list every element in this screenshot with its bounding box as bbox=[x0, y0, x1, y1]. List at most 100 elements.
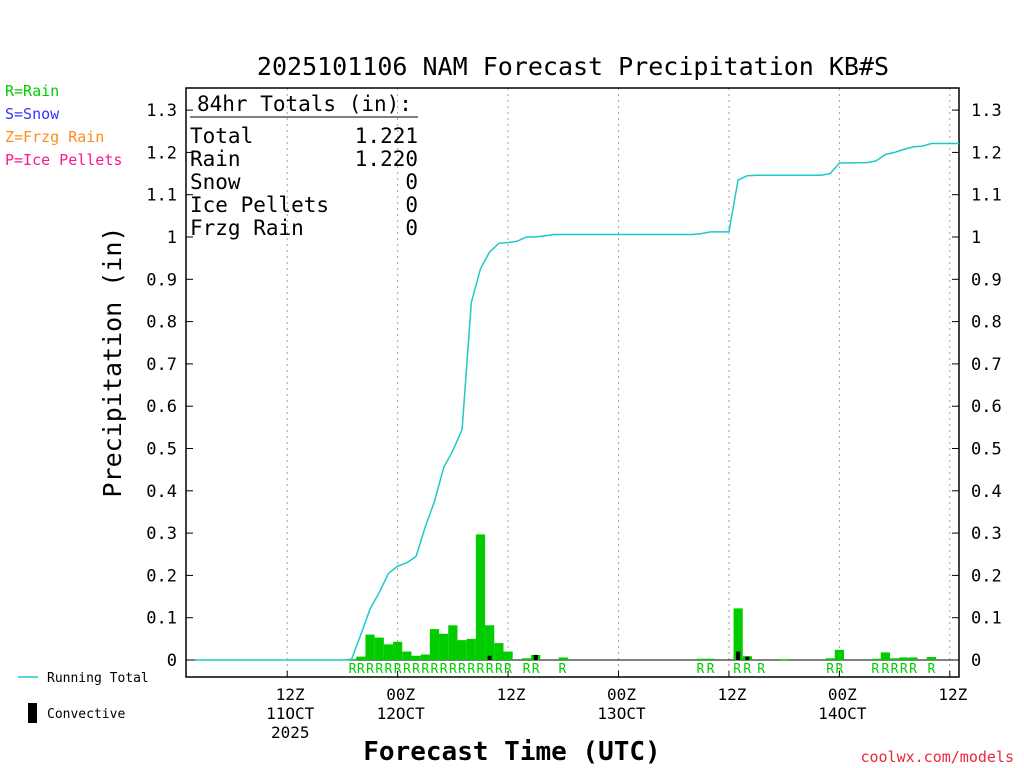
convective-bar bbox=[745, 656, 750, 660]
ptype-marker: R bbox=[757, 662, 765, 677]
precip-bar bbox=[779, 659, 789, 661]
precip-bar bbox=[503, 651, 513, 660]
ptype-marker: R bbox=[558, 662, 566, 677]
ptype-marker: R bbox=[431, 662, 439, 677]
ptype-marker: R bbox=[495, 662, 503, 677]
ptype-marker: R bbox=[707, 662, 715, 677]
y-tick-label-left: 0 bbox=[167, 651, 177, 671]
vertical-gridlines bbox=[286, 88, 951, 677]
y-axis-label: Precipitation (in) bbox=[98, 227, 127, 498]
ptype-legend-item: R=Rain bbox=[5, 82, 59, 100]
ptype-marker: R bbox=[467, 662, 475, 677]
y-tick-label-left: 0.9 bbox=[146, 270, 177, 290]
y-tick-label-left: 1.1 bbox=[146, 186, 177, 206]
x-tick-label: 2025 bbox=[271, 723, 310, 742]
totals-value: 1.221 bbox=[355, 124, 418, 148]
y-tick-label-right: 0.2 bbox=[971, 566, 1002, 586]
y-tick-label-right: 0 bbox=[971, 651, 981, 671]
ptype-marker: R bbox=[440, 662, 448, 677]
convective-bar bbox=[533, 654, 538, 660]
precip-bar bbox=[926, 657, 936, 660]
ptype-marker: R bbox=[412, 662, 420, 677]
ptype-legend-item: Z=Frzg Rain bbox=[5, 128, 104, 146]
precip-bar bbox=[411, 655, 421, 660]
legend: R=Rain S=Snow Z=Frzg Rain P=Ice Pellets Runn… bbox=[5, 82, 149, 723]
ptype-marker: R bbox=[743, 662, 751, 677]
x-tick-label: 13OCT bbox=[597, 704, 646, 723]
convective-bars-layer bbox=[487, 651, 750, 660]
totals-label: Frzg Rain bbox=[190, 216, 304, 240]
precip-bar bbox=[705, 658, 716, 660]
y-tick-label-left: 0.5 bbox=[146, 440, 177, 460]
totals-label: Snow bbox=[190, 170, 241, 194]
precip-bar bbox=[696, 658, 706, 660]
running-total-legend-label: Running Total bbox=[47, 671, 149, 686]
precip-bar bbox=[825, 658, 835, 660]
ptype-marker: R bbox=[532, 662, 540, 677]
ptype-marker: R bbox=[421, 662, 429, 677]
precip-bar bbox=[834, 649, 844, 660]
totals-heading: 84hr Totals (in): bbox=[197, 92, 412, 116]
x-tick-label: 12Z bbox=[497, 685, 526, 704]
ptype-marker: R bbox=[403, 662, 411, 677]
x-tick-label: 12OCT bbox=[377, 704, 426, 723]
y-tick-label-left: 0.2 bbox=[146, 566, 177, 586]
precip-bar bbox=[365, 634, 375, 660]
x-tick-label: 00Z bbox=[828, 685, 857, 704]
y-tick-label-right: 0.9 bbox=[971, 270, 1002, 290]
ptype-marker: R bbox=[394, 662, 402, 677]
totals-box: 84hr Totals (in): Total 1.221 Rain 1.220 Snow… bbox=[190, 92, 418, 240]
ptype-marker: R bbox=[826, 662, 834, 677]
bars-layer bbox=[347, 534, 936, 661]
ptype-marker: R bbox=[927, 662, 935, 677]
x-tick-label: 00Z bbox=[386, 685, 415, 704]
totals-value: 0 bbox=[405, 170, 418, 194]
chart-title: 2025101106 NAM Forecast Precipitation KB… bbox=[257, 52, 889, 81]
totals-label: Total bbox=[190, 124, 253, 148]
ptype-legend-item: S=Snow bbox=[5, 105, 60, 123]
ptype-marker: R bbox=[871, 662, 879, 677]
ptype-marker: R bbox=[357, 662, 365, 677]
y-tick-label-left: 0.3 bbox=[146, 524, 177, 544]
y-tick-label-left: 0.1 bbox=[146, 609, 177, 629]
y-tick-label-right: 0.5 bbox=[971, 440, 1002, 460]
y-tick-label-right: 0.1 bbox=[971, 609, 1002, 629]
ptype-marker: R bbox=[523, 662, 531, 677]
ptype-marker: R bbox=[375, 662, 383, 677]
totals-label: Ice Pellets bbox=[190, 193, 329, 217]
convective-bar bbox=[487, 655, 492, 660]
y-tick-label-right: 0.6 bbox=[971, 397, 1002, 417]
ptype-marker: R bbox=[504, 662, 512, 677]
y-tick-label-right: 0.7 bbox=[971, 355, 1002, 375]
convective-swatch bbox=[28, 703, 37, 723]
ptype-marker: R bbox=[900, 662, 908, 677]
precip-bar bbox=[494, 643, 504, 660]
y-axis-ticks: 0 00.1 0.10.2 0.20.3 0.30.4 0.40.5 0.50.6 0.60.… bbox=[146, 101, 1001, 671]
precip-bar bbox=[383, 644, 394, 660]
running-total-line bbox=[195, 142, 959, 661]
precip-bar bbox=[899, 657, 909, 660]
y-tick-label-right: 1.3 bbox=[971, 101, 1002, 121]
ptype-marker: R bbox=[881, 662, 889, 677]
x-tick-label: 12Z bbox=[276, 685, 305, 704]
ptype-marker: R bbox=[349, 662, 357, 677]
x-axis-label: Forecast Time (UTC) bbox=[363, 737, 660, 767]
totals-value: 0 bbox=[405, 216, 418, 240]
precip-bar bbox=[439, 633, 449, 660]
ptype-marker: R bbox=[449, 662, 457, 677]
totals-value: 0 bbox=[405, 193, 418, 217]
precip-bar bbox=[889, 658, 900, 660]
ptype-marker: R bbox=[366, 662, 374, 677]
precip-bar bbox=[374, 637, 384, 660]
ptype-legend-item: P=Ice Pellets bbox=[5, 151, 122, 169]
x-tick-label: 12Z bbox=[717, 685, 746, 704]
running-total-layer bbox=[195, 142, 959, 661]
y-tick-label-left: 0.8 bbox=[146, 313, 177, 333]
precip-bar bbox=[429, 629, 440, 660]
totals-value: 1.220 bbox=[355, 147, 418, 171]
ptype-marker: R bbox=[477, 662, 485, 677]
x-tick-label: 12Z bbox=[938, 685, 967, 704]
